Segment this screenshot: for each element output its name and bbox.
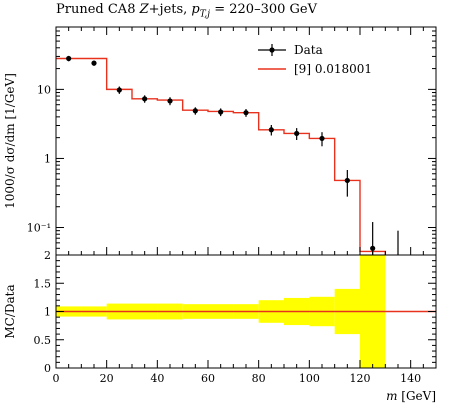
data-point bbox=[116, 87, 122, 93]
chart-title: Pruned CA8 Z+jets, pT,j = 220–300 GeV bbox=[56, 2, 317, 20]
y-tick-label: 1 bbox=[44, 152, 51, 165]
x-axis-label: m [GeV] bbox=[386, 389, 436, 403]
x-axis-label-unit: [GeV] bbox=[397, 389, 436, 403]
legend-data-marker bbox=[269, 47, 275, 53]
main-x-ticks bbox=[55, 27, 437, 255]
data-point bbox=[91, 60, 97, 66]
data-point bbox=[344, 177, 350, 184]
ratio-y-tick-label: 0 bbox=[44, 362, 51, 375]
ratio-y-axis-label: MC/Data bbox=[3, 284, 17, 338]
data-point bbox=[167, 98, 173, 104]
data-point bbox=[243, 110, 249, 116]
data-point bbox=[268, 127, 274, 133]
data-point bbox=[142, 96, 148, 102]
legend: Data [9] 0.018001 bbox=[258, 43, 372, 76]
data-point bbox=[218, 109, 224, 115]
data-point bbox=[370, 245, 376, 251]
x-tick-label: 100 bbox=[299, 372, 320, 385]
x-tick-label: 80 bbox=[252, 372, 266, 385]
title-pt: p bbox=[191, 2, 200, 17]
data-point bbox=[192, 108, 198, 114]
legend-data-label: Data bbox=[294, 43, 323, 57]
x-tick-label: 60 bbox=[201, 372, 215, 385]
x-tick-label: 140 bbox=[400, 372, 421, 385]
data-point bbox=[294, 130, 300, 137]
title-pt-sub: T,j bbox=[199, 9, 211, 20]
title-z: Z bbox=[139, 2, 149, 17]
ratio-y-tick-label: 1.5 bbox=[34, 277, 52, 290]
ratio-y-tick-label: 0.5 bbox=[34, 334, 52, 347]
legend-mc-label: [9] 0.018001 bbox=[294, 62, 372, 76]
ratio-y-tick-label: 2 bbox=[44, 249, 51, 262]
data-points bbox=[66, 55, 399, 255]
title-suffix: = 220–300 GeV bbox=[210, 2, 317, 17]
y-tick-label: 10 bbox=[37, 83, 51, 96]
main-y-ticks: 10⁻¹ 1 10 bbox=[27, 26, 436, 256]
ratio-ticks: 00.511.520 20 40 60 80 100 120 140 bbox=[34, 249, 437, 385]
data-point bbox=[66, 55, 72, 62]
data-point bbox=[319, 135, 325, 142]
x-tick-label: 120 bbox=[350, 372, 371, 385]
title-mid: +jets, bbox=[148, 2, 192, 17]
x-tick-label: 40 bbox=[150, 372, 164, 385]
ratio-y-tick-label: 1 bbox=[44, 306, 51, 319]
title-prefix: Pruned CA8 bbox=[56, 2, 140, 17]
x-tick-label: 20 bbox=[100, 372, 114, 385]
y-tick-label: 10⁻¹ bbox=[27, 222, 51, 235]
main-y-axis-label: 1000/σ dσ/dm [1/GeV] bbox=[3, 73, 17, 209]
mc-step-line bbox=[56, 57, 387, 255]
x-tick-label: 0 bbox=[53, 372, 60, 385]
main-frame bbox=[55, 26, 437, 256]
x-axis-label-var: m bbox=[386, 389, 397, 403]
